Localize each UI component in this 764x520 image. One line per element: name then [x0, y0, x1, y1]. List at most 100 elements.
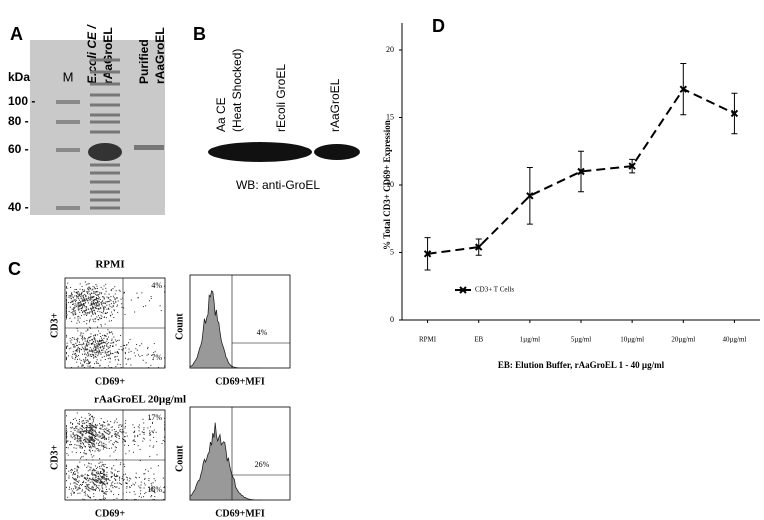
event-dot [101, 443, 103, 445]
event-dot [89, 353, 91, 355]
event-dot [124, 439, 126, 441]
event-dot [93, 419, 95, 421]
event-dot [78, 444, 80, 446]
event-dot [102, 488, 104, 490]
event-dot [67, 454, 69, 456]
event-dot [154, 496, 156, 498]
marker-label: 100 - [8, 94, 35, 108]
event-dot [90, 442, 92, 444]
event-dot [113, 465, 115, 467]
event-dot [75, 479, 77, 481]
event-dot [76, 427, 78, 429]
event-dot [99, 466, 101, 468]
event-dot [98, 490, 100, 492]
event-dot [141, 355, 143, 357]
event-dot [93, 303, 95, 305]
panel-label: D [432, 16, 445, 36]
event-dot [66, 435, 68, 437]
y-tick-label: 10 [386, 180, 394, 189]
event-dot [94, 321, 96, 323]
event-dot [94, 335, 96, 337]
event-dot [93, 474, 95, 476]
event-dot [75, 487, 77, 489]
event-dot [89, 336, 91, 338]
event-dot [108, 436, 110, 438]
event-dot [103, 337, 105, 339]
event-dot [94, 465, 96, 467]
event-dot [141, 292, 143, 294]
event-dot [152, 431, 154, 433]
event-dot [111, 367, 113, 368]
event-dot [95, 298, 97, 300]
event-dot [72, 312, 74, 314]
event-dot [95, 425, 97, 427]
event-dot [85, 432, 87, 434]
event-dot [92, 482, 94, 484]
event-dot [88, 496, 90, 498]
event-dot [86, 360, 88, 362]
event-dot [132, 440, 134, 442]
event-dot [73, 488, 75, 490]
event-dot [86, 488, 88, 490]
event-dot [109, 347, 111, 349]
event-dot [89, 440, 91, 442]
event-dot [129, 477, 131, 479]
event-dot [87, 302, 89, 304]
event-dot [112, 352, 114, 354]
event-dot [128, 450, 130, 452]
event-dot [99, 473, 101, 475]
event-dot [122, 475, 124, 477]
event-dot [90, 422, 92, 424]
event-dot [99, 297, 101, 299]
event-dot [80, 431, 82, 433]
event-dot [76, 436, 78, 438]
event-dot [92, 421, 94, 423]
event-dot [94, 339, 96, 341]
dot-plot-frame [64, 277, 166, 369]
x-tick-label: 40µg/ml [722, 336, 746, 344]
event-dot [74, 350, 76, 352]
event-dot [115, 478, 117, 480]
event-dot [86, 314, 88, 316]
event-dot [153, 429, 155, 431]
event-dot [105, 467, 107, 469]
event-dot [90, 467, 92, 469]
event-dot [102, 424, 104, 426]
event-dot [91, 481, 93, 483]
event-dot [102, 425, 104, 427]
event-dot [162, 477, 164, 479]
event-dot [77, 316, 79, 318]
event-dot [90, 488, 92, 490]
event-dot [92, 286, 94, 288]
event-dot [83, 362, 85, 364]
event-dot [157, 465, 159, 467]
event-dot [98, 305, 100, 307]
event-dot [124, 357, 126, 359]
event-dot [101, 477, 103, 479]
event-dot [78, 301, 80, 303]
event-dot [103, 306, 105, 308]
gate-label: 26% [255, 460, 270, 469]
event-dot [105, 478, 107, 480]
event-dot [102, 476, 104, 478]
event-dot [103, 446, 105, 448]
event-dot [78, 487, 80, 489]
event-dot [89, 469, 91, 471]
event-dot [89, 447, 91, 449]
event-dot [85, 345, 87, 347]
event-dot [87, 341, 89, 343]
event-dot [111, 429, 113, 431]
event-dot [93, 357, 95, 359]
gel-band [90, 70, 120, 74]
event-dot [80, 439, 82, 441]
event-dot [78, 480, 80, 482]
event-dot [93, 335, 95, 337]
event-dot [126, 491, 128, 493]
event-dot [113, 310, 115, 312]
event-dot [98, 308, 100, 310]
event-dot [114, 433, 116, 435]
event-dot [104, 342, 106, 344]
event-dot [75, 301, 77, 303]
event-dot [92, 445, 94, 447]
event-dot [101, 316, 103, 318]
